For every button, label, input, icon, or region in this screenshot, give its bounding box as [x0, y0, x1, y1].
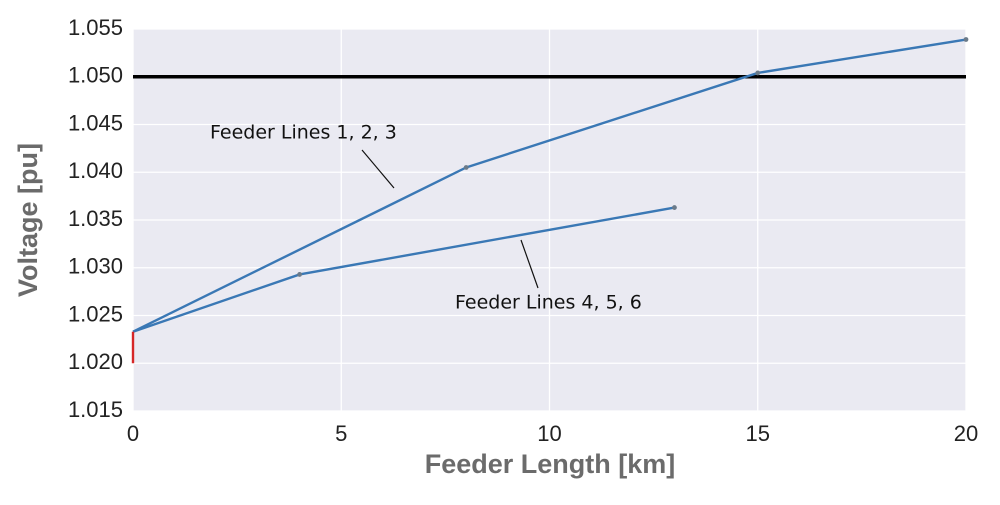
y-tick-label: 1.055 [68, 15, 123, 40]
point-marker [755, 70, 761, 76]
x-tick-label: 15 [746, 421, 770, 446]
y-tick-label: 1.050 [68, 63, 123, 88]
series-line [132, 38, 967, 333]
y-tick-label: 1.045 [68, 110, 123, 135]
point-marker [963, 37, 969, 42]
y-tick-label: 1.035 [68, 206, 123, 231]
x-tick-label: 20 [954, 421, 978, 446]
x-tick-label: 5 [335, 421, 347, 446]
x-axis-title: Feeder Length [km] [425, 449, 676, 479]
x-tick-label: 10 [537, 421, 561, 446]
y-axis-title: Voltage [pu] [13, 143, 43, 297]
annotation-leader [361, 149, 395, 189]
point-marker [297, 272, 302, 277]
annotation-leader [520, 239, 539, 289]
y-tick-label: 1.015 [68, 397, 123, 422]
point-marker [672, 205, 677, 210]
annotation: Feeder Lines 4, 5, 6 [455, 292, 642, 314]
annotation: Feeder Lines 1, 2, 3 [210, 122, 397, 144]
x-tick-label: 0 [127, 421, 139, 446]
y-tick-label: 1.040 [68, 158, 123, 183]
point-marker [463, 165, 469, 170]
y-tick-label: 1.025 [68, 301, 123, 326]
y-tick-label: 1.020 [68, 349, 123, 374]
y-tick-label: 1.030 [68, 254, 123, 279]
